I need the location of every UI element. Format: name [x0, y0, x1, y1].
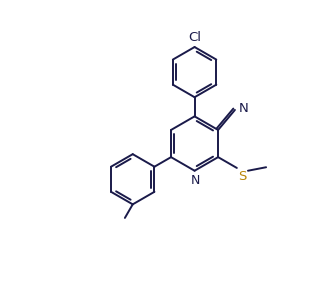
Text: N: N — [191, 173, 200, 187]
Text: Cl: Cl — [188, 30, 201, 43]
Text: S: S — [238, 170, 246, 183]
Text: N: N — [239, 102, 249, 115]
